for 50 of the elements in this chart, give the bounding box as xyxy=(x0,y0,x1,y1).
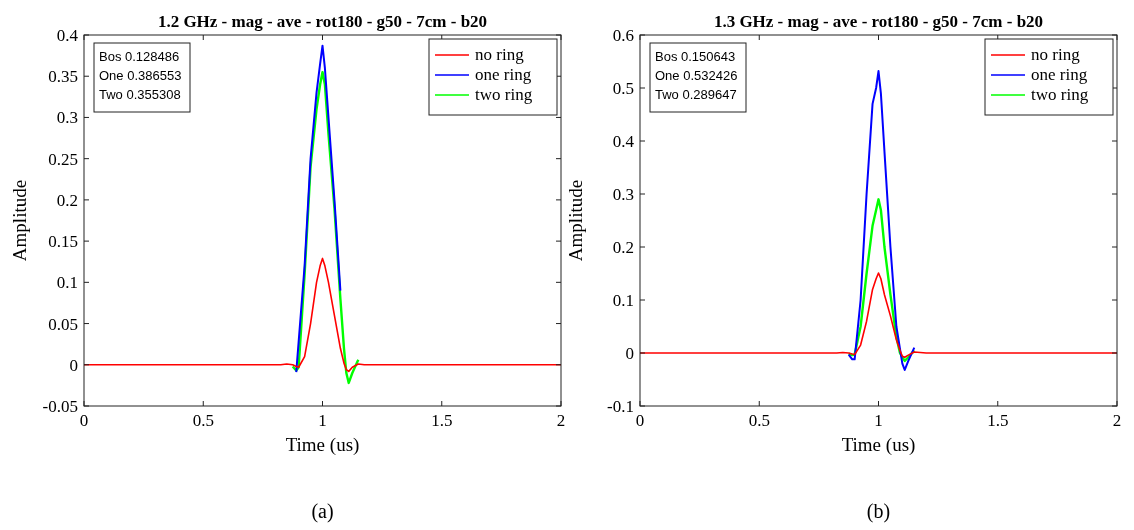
annotation: Bos 0.128486 xyxy=(99,49,180,64)
line-series xyxy=(847,70,916,371)
annotation: One 0.532426 xyxy=(655,68,738,83)
chart-title: 1.3 GHz - mag - ave - rot180 - g50 - 7cm - b20 xyxy=(713,12,1044,31)
annotation: Two 0.355308 xyxy=(99,87,181,102)
legend-label: one ring xyxy=(475,65,532,84)
annotation: Bos 0.150643 xyxy=(655,49,736,64)
y-tick-label: -0.1 xyxy=(607,397,634,416)
y-tick-label: 0.2 xyxy=(612,238,634,257)
y-tick-label: 0 xyxy=(69,355,78,375)
y-tick-label: 0.3 xyxy=(56,108,78,128)
x-tick-label: 1 xyxy=(318,411,327,430)
legend-label: no ring xyxy=(475,45,525,64)
x-tick-label: 0.5 xyxy=(748,411,770,430)
x-tick-label: 1.5 xyxy=(987,411,1009,430)
y-tick-label: 0.35 xyxy=(48,67,78,87)
y-tick-label: 0.05 xyxy=(48,314,78,334)
legend-label: no ring xyxy=(1031,45,1081,64)
y-tick-label: 0.5 xyxy=(612,79,634,98)
line-series xyxy=(291,70,360,385)
y-tick-label: 0.4 xyxy=(612,132,635,151)
y-tick-label: -0.05 xyxy=(42,397,78,416)
x-tick-label: 0.5 xyxy=(192,411,214,430)
line-series xyxy=(295,44,342,374)
x-tick-label: 1 xyxy=(874,411,883,430)
legend-label: one ring xyxy=(1031,65,1088,84)
legend-label: two ring xyxy=(1031,85,1089,104)
y-axis-title: Amplitude xyxy=(9,179,30,262)
y-tick-label: 0.25 xyxy=(48,149,78,169)
x-tick-label: 2 xyxy=(1112,411,1122,430)
x-tick-label: 2 xyxy=(556,411,566,430)
annotation: Two 0.289647 xyxy=(655,87,737,102)
y-tick-label: 0.15 xyxy=(48,232,78,252)
y-tick-label: 0.6 xyxy=(612,26,634,45)
x-axis-title: Time (us) xyxy=(841,434,916,456)
legend-label: two ring xyxy=(475,85,533,104)
y-tick-label: 0.1 xyxy=(56,273,78,293)
x-tick-label: 1.5 xyxy=(431,411,453,430)
y-tick-label: 0.2 xyxy=(56,190,78,210)
line-series xyxy=(84,257,561,373)
y-tick-label: 0.4 xyxy=(56,26,79,45)
text: (a) xyxy=(311,500,334,523)
annotation: One 0.386553 xyxy=(99,68,182,83)
y-tick-label: 0 xyxy=(625,344,634,363)
y-tick-label: 0.3 xyxy=(612,185,634,204)
y-tick-label: 0.1 xyxy=(612,291,634,310)
text: (b) xyxy=(866,500,891,523)
y-axis-title: Amplitude xyxy=(565,179,586,262)
chart-title: 1.2 GHz - mag - ave - rot180 - g50 - 7cm - b20 xyxy=(157,12,488,31)
x-axis-title: Time (us) xyxy=(285,434,360,456)
